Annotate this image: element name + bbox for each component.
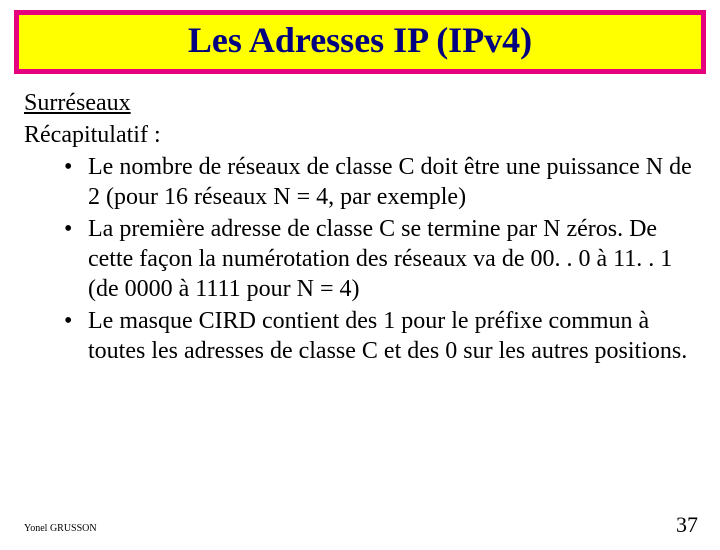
footer-page-number: 37 — [676, 512, 698, 538]
section-subheading: Récapitulatif : — [24, 120, 696, 150]
title-bar: Les Adresses IP (IPv4) — [14, 10, 706, 74]
footer-author: Yonel GRUSSON — [24, 523, 97, 534]
bullet-list: Le nombre de réseaux de classe C doit êt… — [24, 152, 696, 366]
list-item: Le nombre de réseaux de classe C doit êt… — [64, 152, 696, 212]
content-area: Surréseaux Récapitulatif : Le nombre de … — [0, 74, 720, 366]
slide-title: Les Adresses IP (IPv4) — [19, 19, 701, 61]
list-item: Le masque CIRD contient des 1 pour le pr… — [64, 306, 696, 366]
list-item: La première adresse de classe C se termi… — [64, 214, 696, 304]
section-heading: Surréseaux — [24, 88, 696, 118]
